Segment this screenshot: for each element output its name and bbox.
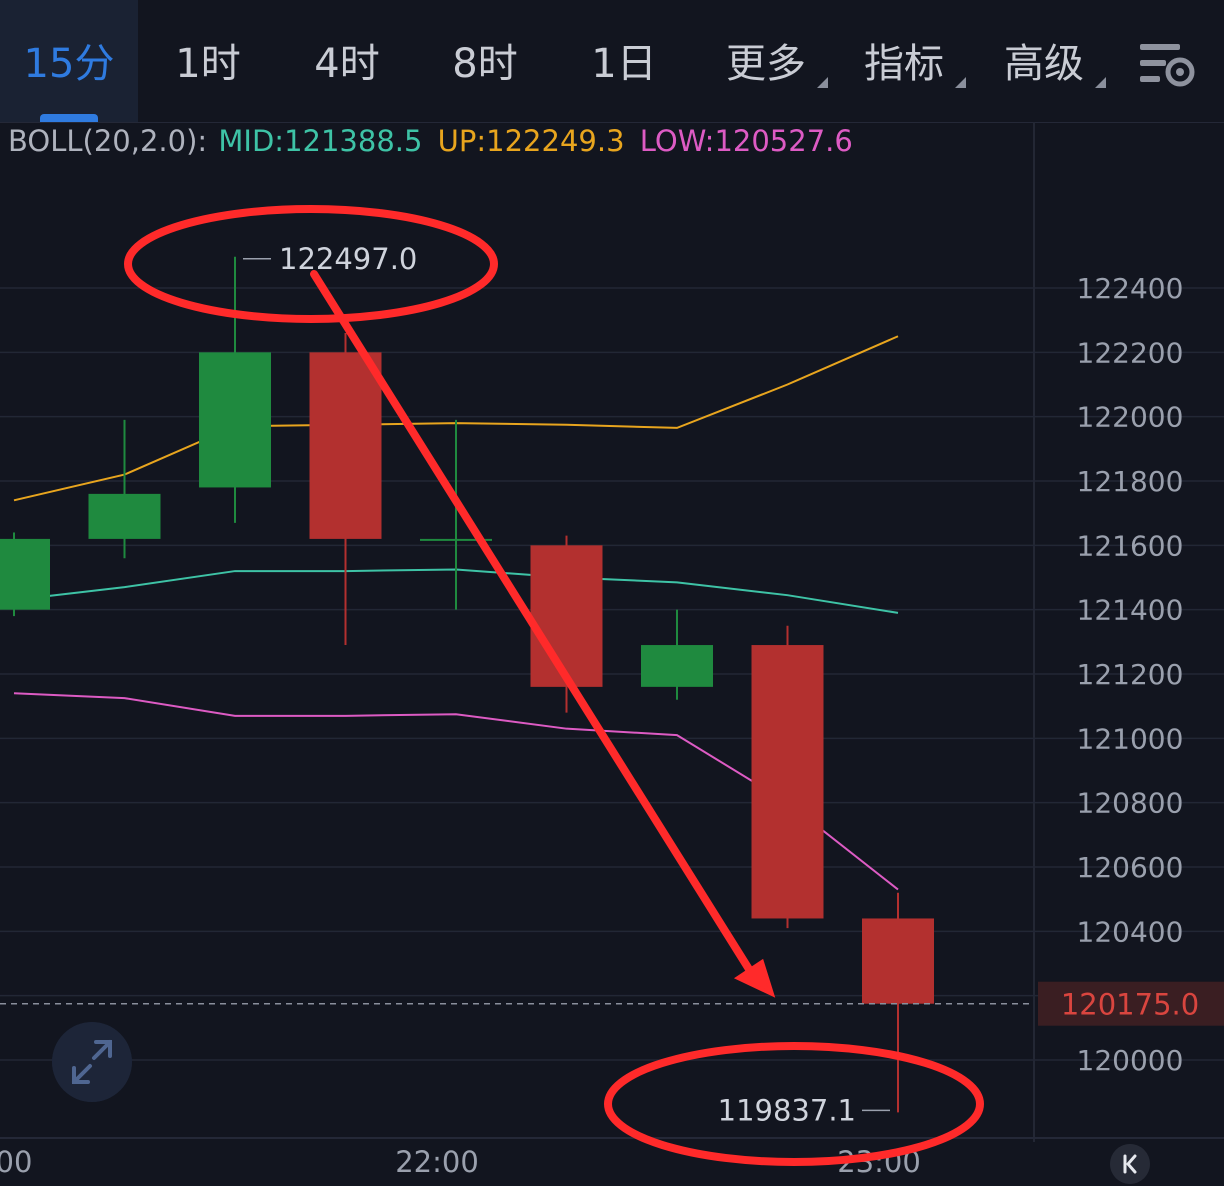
annotation-arrow-head: [733, 958, 776, 998]
tab-label: 1日: [591, 41, 657, 87]
x-tick-label: 00: [0, 1145, 32, 1179]
candle-body: [530, 545, 603, 687]
timeframe-tabs: 15分 1时 4时 8时 1日 更多 指标 高级: [0, 0, 1224, 123]
tab-label: 指标: [864, 41, 944, 87]
tab-label: 1时: [175, 41, 241, 87]
annotation-circle-low: [604, 1042, 984, 1166]
tab-1h[interactable]: 1时: [138, 0, 278, 122]
candle-body: [862, 918, 934, 1004]
dropdown-caret-icon: [817, 77, 828, 88]
tab-label: 更多: [726, 41, 806, 87]
y-tick-label: 122400: [1077, 272, 1184, 305]
tab-1d[interactable]: 1日: [554, 0, 694, 122]
y-tick-label: 121600: [1077, 529, 1184, 562]
candle-body: [420, 538, 492, 541]
candlestick-chart[interactable]: 120000 120400 120600 120800 121000 121200 1214…: [0, 122, 1224, 1186]
jump-to-latest-icon[interactable]: [1110, 1144, 1150, 1184]
tab-more[interactable]: 更多: [718, 0, 828, 122]
boll-upper-value: UP:122249.3: [437, 124, 625, 158]
dropdown-caret-icon: [1095, 77, 1106, 88]
expand-icon[interactable]: [52, 1022, 132, 1102]
tab-indicators[interactable]: 指标: [856, 0, 966, 122]
y-tick-label: 122000: [1077, 401, 1184, 434]
annotation-circle-high: [124, 205, 498, 323]
y-tick-label: 120400: [1077, 915, 1184, 948]
boll-lower-value: LOW:120527.6: [639, 124, 853, 158]
candle-body: [88, 493, 161, 539]
chart-settings-icon[interactable]: [1138, 40, 1196, 90]
candle-body: [751, 645, 824, 919]
boll-indicator-legend: BOLL(20,2.0): MID:121388.5 UP:122249.3 L…: [8, 124, 859, 158]
y-tick-label: 121200: [1077, 658, 1184, 691]
max-price-label: 122497.0: [279, 242, 417, 276]
x-tick-label: 22:00: [395, 1145, 479, 1179]
y-tick-label: 122200: [1077, 336, 1184, 369]
y-tick-label: 120800: [1077, 787, 1184, 820]
dropdown-caret-icon: [955, 77, 966, 88]
last-price-label: 120175.0: [1061, 988, 1199, 1022]
y-tick-label: 121000: [1077, 722, 1184, 755]
tab-15min[interactable]: 15分: [0, 0, 138, 122]
y-tick-label: 120600: [1077, 851, 1184, 884]
tab-8h[interactable]: 8时: [416, 0, 554, 122]
boll-lower-line: [13, 692, 899, 891]
tab-advanced[interactable]: 高级: [996, 0, 1106, 122]
y-tick-label: 121400: [1077, 594, 1184, 627]
tab-4h[interactable]: 4时: [278, 0, 416, 122]
candle-body: [309, 352, 382, 539]
boll-name: BOLL(20,2.0):: [8, 124, 208, 158]
tab-label: 4时: [314, 41, 380, 87]
tab-label: 高级: [1004, 41, 1084, 87]
last-price-tag: [1038, 981, 1224, 1026]
tab-label: 15分: [23, 41, 115, 87]
tab-label: 8时: [452, 41, 518, 87]
candle-body: [641, 645, 713, 687]
y-tick-label: 121800: [1077, 465, 1184, 498]
boll-mid-value: MID:121388.5: [218, 124, 423, 158]
y-tick-label: 120000: [1077, 1044, 1184, 1077]
annotation-arrow-shaft: [310, 270, 756, 978]
candle-body: [199, 352, 271, 488]
candle-body: [0, 538, 50, 610]
min-price-label: 119837.1: [718, 1093, 856, 1127]
